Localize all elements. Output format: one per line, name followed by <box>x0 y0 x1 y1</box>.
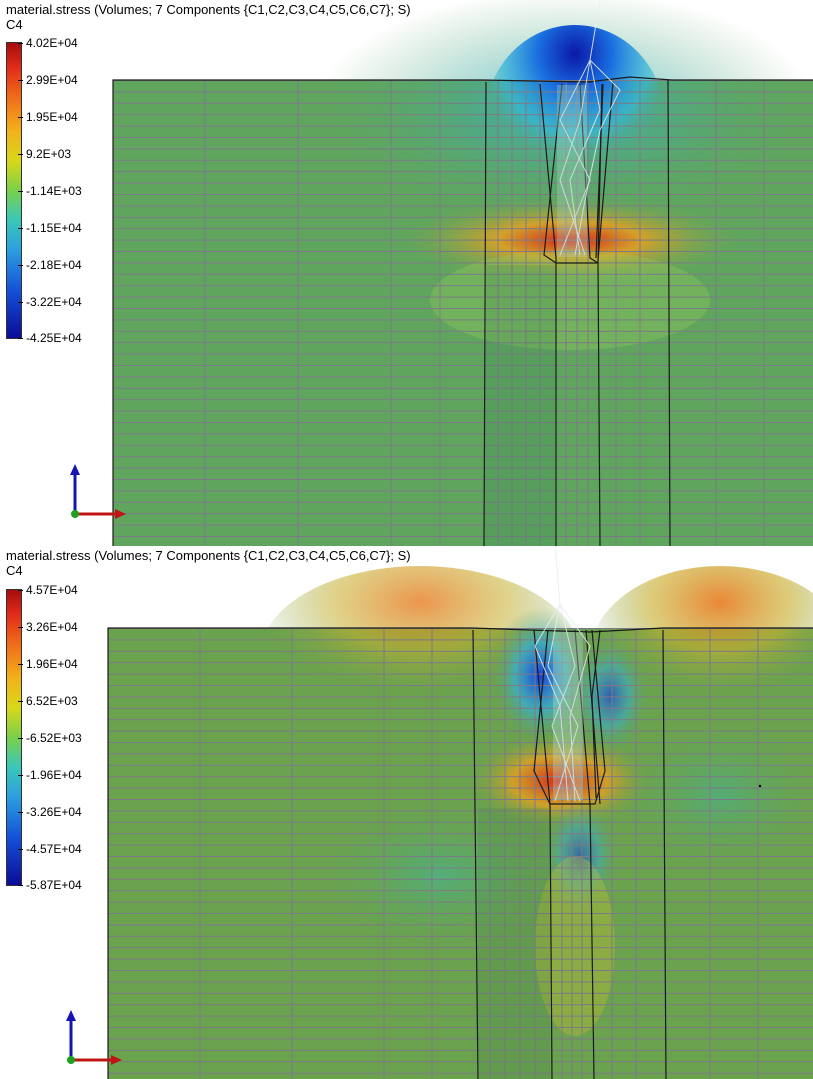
color-legend-bar <box>6 42 22 339</box>
viewport-top[interactable]: material.stress (Volumes; 7 Components {… <box>0 0 813 546</box>
stress-field-plot-top[interactable] <box>0 0 813 546</box>
legend-tick: -1.15E+04 <box>18 221 82 235</box>
legend-tick: -5.87E+04 <box>18 878 82 892</box>
legend-tick: 6.52E+03 <box>18 694 78 708</box>
mesh-grid-vertical <box>204 80 765 546</box>
mesh-grid-vertical <box>199 628 759 1079</box>
legend-tick: 3.26E+04 <box>18 620 78 634</box>
legend-tick: -1.96E+04 <box>18 768 82 782</box>
legend-tick: -1.14E+03 <box>18 184 82 198</box>
plot-title: material.stress (Volumes; 7 Components {… <box>6 548 411 563</box>
mesh-grid-horizontal <box>108 628 813 1079</box>
legend-tick: 9.2E+03 <box>17 147 72 161</box>
part-boundaries <box>112 76 813 546</box>
xy-axes-triad-icon <box>66 1010 122 1065</box>
mesh-grid-horizontal <box>113 80 813 546</box>
weld-strands <box>534 546 591 802</box>
legend-tick: -3.22E+04 <box>18 295 82 309</box>
legend-tick: 1.96E+04 <box>18 657 78 671</box>
legend-tick: -4.25E+04 <box>18 331 82 345</box>
viewport-bottom[interactable]: material.stress (Volumes; 7 Components {… <box>0 546 813 1079</box>
legend-tick: -3.26E+04 <box>18 805 82 819</box>
part-boundaries <box>107 627 813 1079</box>
legend-tick: -6.52E+03 <box>18 731 82 745</box>
legend-tick: -2.18E+04 <box>18 258 82 272</box>
legend-tick: 4.57E+04 <box>18 583 78 597</box>
legend-tick: 4.02E+04 <box>18 36 78 50</box>
stress-field-plot-bottom[interactable] <box>0 546 813 1079</box>
legend-tick: 1.95E+04 <box>18 110 78 124</box>
color-legend-bar <box>6 589 22 886</box>
component-label: C4 <box>6 563 23 578</box>
component-label: C4 <box>6 17 23 32</box>
xy-axes-triad-icon <box>70 464 126 519</box>
weld-strands <box>559 0 621 256</box>
legend-tick: 2.99E+04 <box>18 73 78 87</box>
legend-tick: -4.57E+04 <box>18 842 82 856</box>
plot-title: material.stress (Volumes; 7 Components {… <box>6 2 411 17</box>
